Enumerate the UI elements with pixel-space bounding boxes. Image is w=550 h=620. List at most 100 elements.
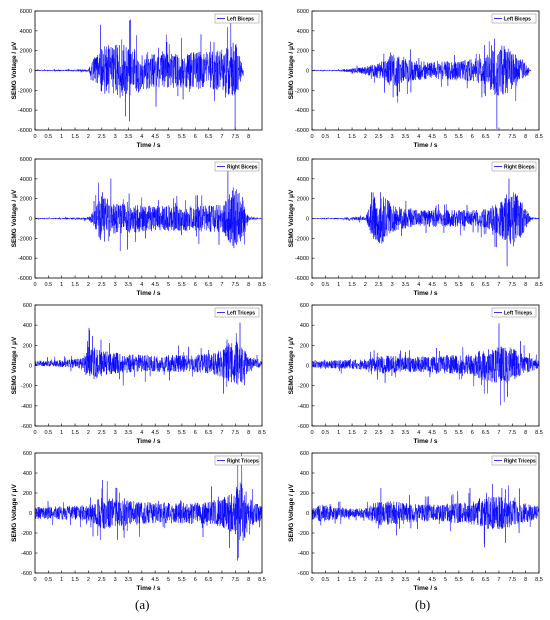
x-tick-label: 2 — [364, 430, 367, 436]
y-tick-label: -6000 — [18, 128, 32, 134]
x-tick-label: 0.5 — [322, 134, 330, 140]
chart-a-3: 0 0.5 1 1.5 2 2.5 3 3.5 4 4.5 5 5.5 6 6.5 7 7.5 8 8.5 -600… — [11, 303, 266, 445]
legend: Left Biceps — [214, 13, 260, 24]
x-tick-label: 4 — [417, 282, 420, 288]
x-tick-label: 0.5 — [45, 134, 53, 140]
y-tick-label: 600 — [300, 303, 309, 309]
y-tick-label: 0 — [29, 364, 32, 370]
x-tick-label: 1 — [60, 282, 63, 288]
x-tick-label: 1.5 — [348, 577, 356, 583]
legend: Right Triceps — [491, 455, 537, 466]
x-tick-label: 3 — [391, 577, 394, 583]
x-tick-label: 7.5 — [231, 577, 239, 583]
x-tick-label: 1.5 — [348, 430, 356, 436]
x-tick-label: 7.5 — [231, 134, 239, 140]
y-tick-label: 2000 — [20, 49, 32, 55]
x-tick-label: 0 — [33, 577, 36, 583]
y-tick-label: 6000 — [297, 9, 309, 15]
x-tick-label: 6.5 — [205, 134, 213, 140]
x-axis-label: Time / s — [136, 142, 160, 149]
x-tick-label: 6 — [194, 282, 197, 288]
x-tick-label: 5 — [167, 430, 170, 436]
x-tick-label: 7.5 — [231, 282, 239, 288]
x-tick-label: 3.5 — [125, 430, 133, 436]
x-tick-label: 5 — [444, 430, 447, 436]
y-tick-label: -200 — [21, 384, 32, 390]
x-tick-label: 1.5 — [348, 282, 356, 288]
x-tick-label: 6.5 — [482, 430, 490, 436]
x-tick-label: 4.5 — [151, 430, 159, 436]
x-tick-labels: 0 0.5 1 1.5 2 2.5 3 3.5 4 4.5 5 5.5 6 6.5 7 7.5 8 — [33, 134, 250, 140]
x-tick-label: 8 — [524, 430, 527, 436]
x-tick-label: 5.5 — [178, 134, 186, 140]
y-tick-label: 400 — [23, 471, 32, 477]
y-tick-label: 400 — [300, 471, 309, 477]
x-tick-label: 5.5 — [455, 282, 463, 288]
x-tick-label: 8 — [524, 134, 527, 140]
x-tick-label: 5 — [167, 577, 170, 583]
legend-label: Left Triceps — [504, 310, 532, 316]
x-tick-label: 4.5 — [428, 430, 436, 436]
x-tick-label: 2 — [87, 430, 90, 436]
y-tick-label: -400 — [298, 404, 309, 410]
x-tick-label: 8.5 — [258, 577, 266, 583]
y-tick-label: -4000 — [18, 108, 32, 114]
x-tick-label: 0 — [33, 430, 36, 436]
x-tick-label: 2.5 — [375, 430, 383, 436]
x-tick-label: 6 — [471, 577, 474, 583]
chart-b-4: 0 0.5 1 1.5 2 2.5 3 3.5 4 4.5 5 5.5 6 6.5 7 7.5 8 8.5 -600… — [288, 451, 543, 592]
y-tick-label: 600 — [23, 451, 32, 457]
x-tick-label: 7.5 — [231, 430, 239, 436]
legend-label: Right Biceps — [227, 164, 258, 170]
x-tick-label: 8.5 — [535, 134, 543, 140]
x-tick-labels: 0 0.5 1 1.5 2 2.5 3 3.5 4 4.5 5 5.5 6 6.5 7 7.5 8 8.5 — [310, 134, 542, 140]
x-tick-label: 0 — [33, 282, 36, 288]
x-tick-label: 1 — [60, 430, 63, 436]
x-axis-label: Time / s — [136, 585, 160, 592]
x-tick-label: 6.5 — [482, 577, 490, 583]
legend-box — [491, 13, 537, 24]
x-tick-label: 1.5 — [71, 134, 79, 140]
x-tick-label: 8 — [247, 134, 250, 140]
y-tick-label: -2000 — [295, 236, 309, 242]
x-tick-label: 4 — [140, 282, 143, 288]
y-tick-labels: -600 -400 -200 0 200 400 600 — [21, 303, 32, 430]
x-tick-label: 2 — [364, 577, 367, 583]
y-tick-label: -200 — [298, 384, 309, 390]
x-tick-label: 7 — [220, 577, 223, 583]
y-tick-label: 2000 — [297, 197, 309, 203]
x-tick-label: 2.5 — [375, 282, 383, 288]
y-tick-label: 4000 — [297, 29, 309, 35]
x-tick-label: 6 — [471, 282, 474, 288]
x-tick-label: 3.5 — [402, 577, 410, 583]
x-tick-label: 1 — [60, 577, 63, 583]
x-tick-label: 5 — [444, 577, 447, 583]
y-tick-label: -4000 — [18, 256, 32, 262]
x-axis-label: Time / s — [136, 438, 160, 445]
x-tick-label: 3 — [114, 134, 117, 140]
x-tick-label: 3.5 — [402, 282, 410, 288]
y-axis-label: SEMG Voltage / μV — [288, 336, 295, 394]
x-tick-label: 4.5 — [151, 577, 159, 583]
y-tick-label: 0 — [29, 511, 32, 517]
x-tick-label: 0 — [310, 134, 313, 140]
x-tick-label: 1 — [337, 430, 340, 436]
legend: Right Biceps — [214, 161, 260, 172]
x-tick-label: 0.5 — [322, 430, 330, 436]
x-tick-label: 3 — [114, 577, 117, 583]
x-tick-label: 1.5 — [71, 282, 79, 288]
column-label-a: (a) — [135, 597, 150, 612]
y-tick-label: 400 — [23, 323, 32, 329]
chart-b-1: 0 0.5 1 1.5 2 2.5 3 3.5 4 4.5 5 5.5 6 6.5 7 7.5 8 8.5 -600… — [288, 9, 543, 149]
x-tick-label: 5 — [167, 282, 170, 288]
x-tick-label: 0 — [310, 282, 313, 288]
legend-label: Right Triceps — [227, 458, 259, 464]
x-tick-label: 6 — [471, 430, 474, 436]
y-tick-label: 6000 — [20, 9, 32, 15]
x-tick-label: 4 — [417, 577, 420, 583]
x-tick-label: 0.5 — [322, 577, 330, 583]
x-tick-label: 3.5 — [125, 282, 133, 288]
x-tick-label: 8.5 — [535, 430, 543, 436]
x-tick-labels: 0 0.5 1 1.5 2 2.5 3 3.5 4 4.5 5 5.5 6 6.5 7 7.5 8 8.5 — [310, 282, 542, 288]
y-tick-label: -6000 — [295, 276, 309, 282]
